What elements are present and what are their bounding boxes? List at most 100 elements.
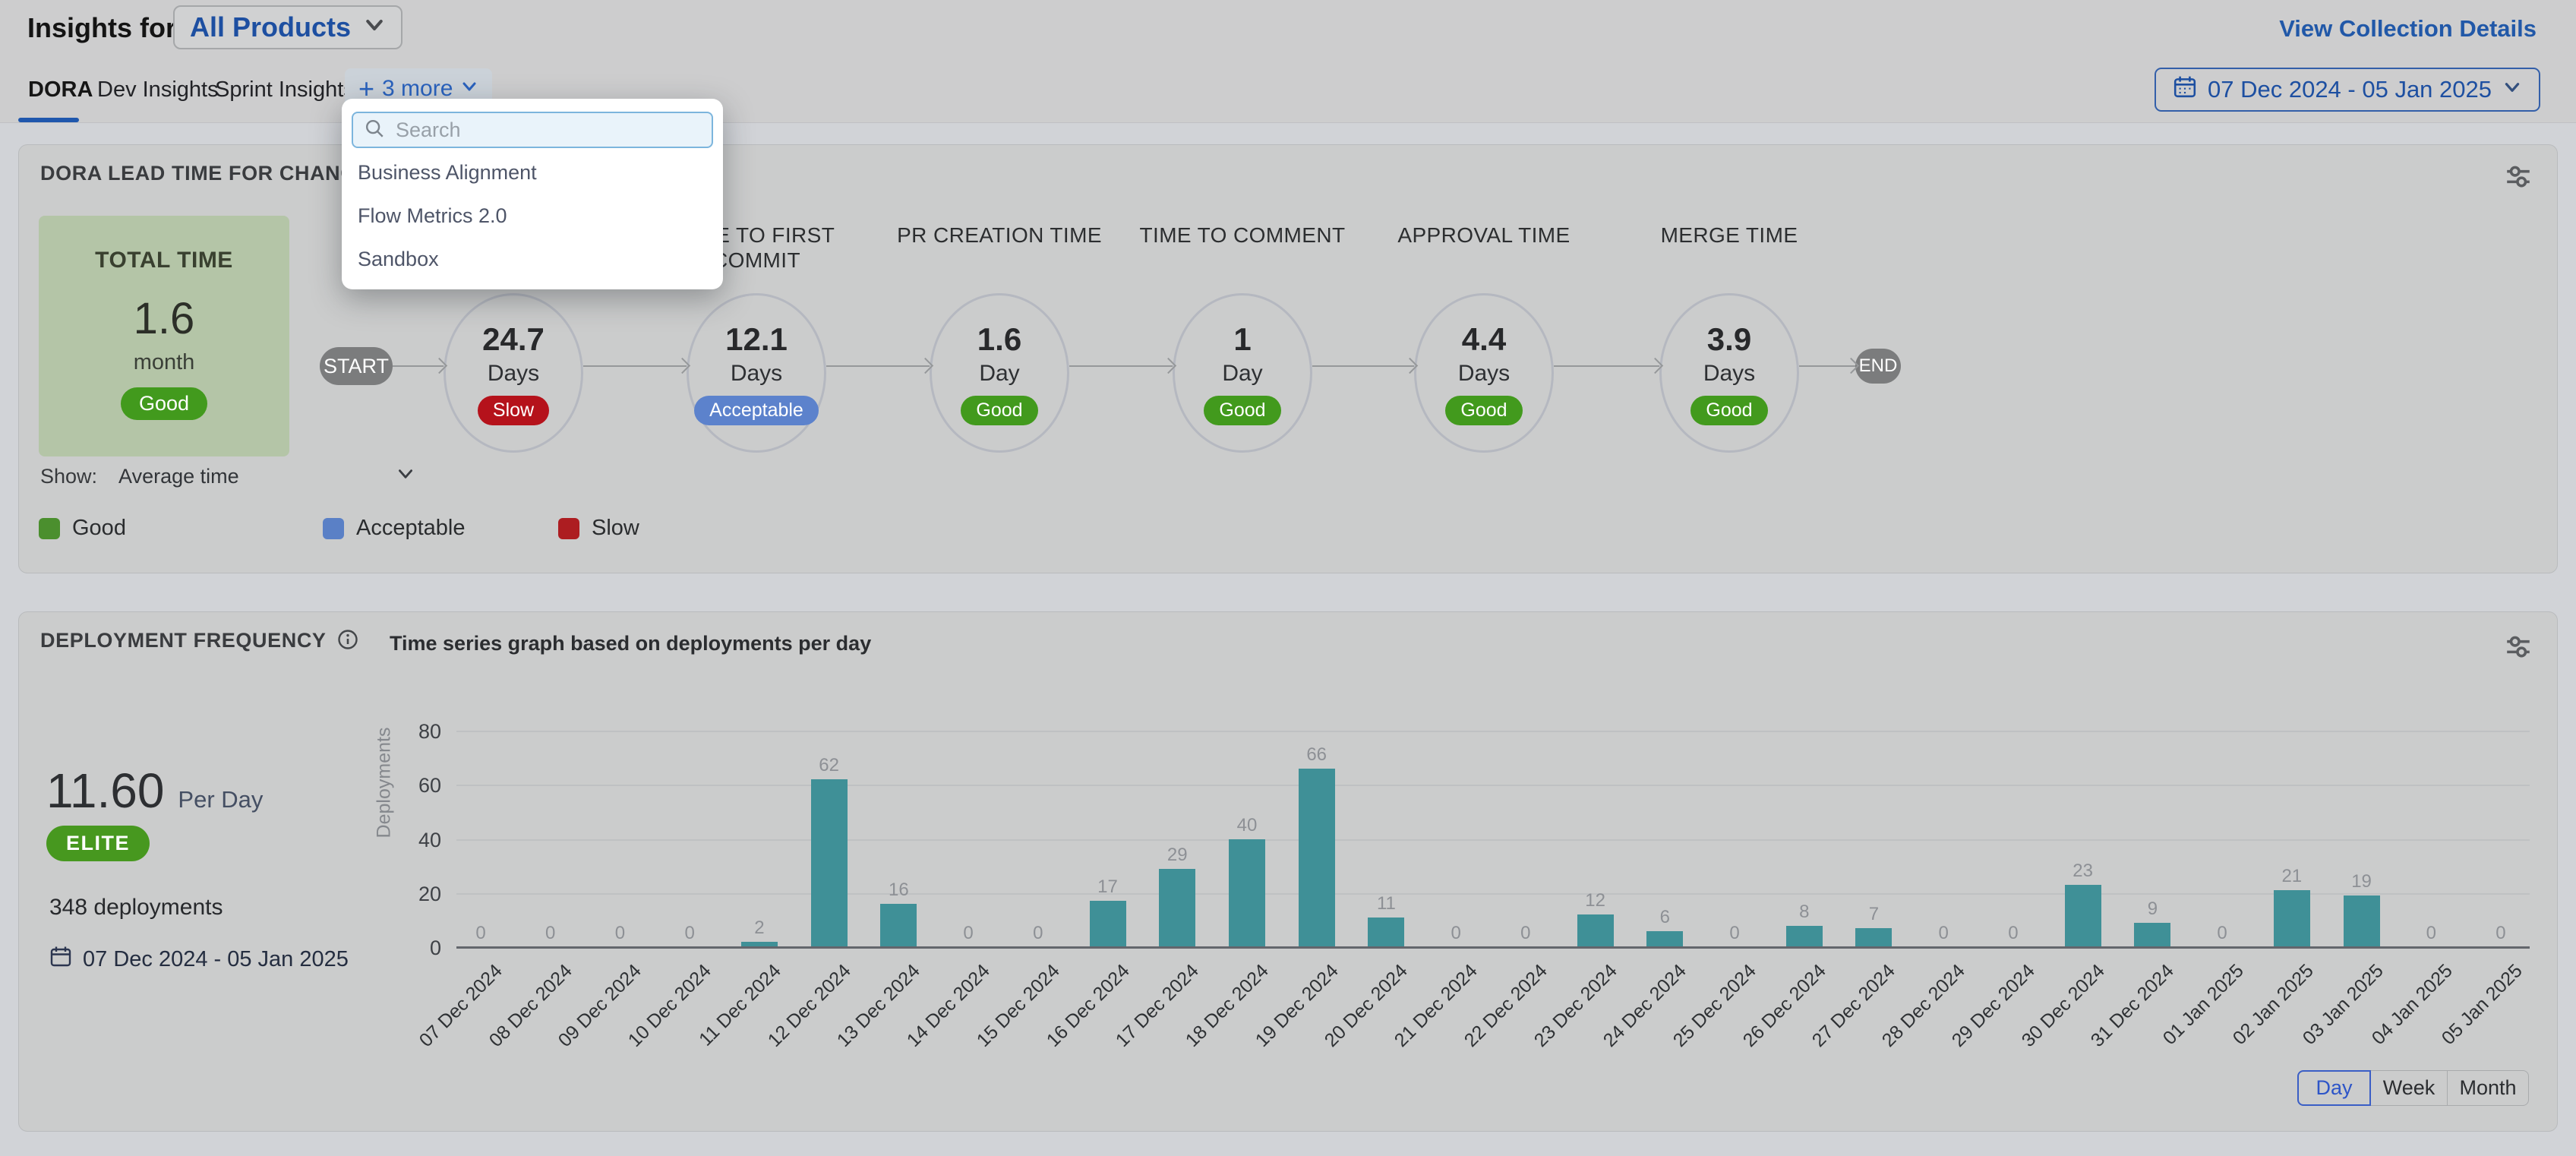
y-tick-label: 20 bbox=[418, 882, 441, 905]
chevron-down-icon bbox=[460, 76, 478, 102]
flow-arrow bbox=[393, 365, 444, 367]
y-tick-label: 0 bbox=[429, 936, 441, 959]
granularity-day[interactable]: Day bbox=[2297, 1070, 2371, 1106]
x-tick-label: 01 Jan 2025 bbox=[2158, 960, 2248, 1050]
view-collection-details-link[interactable]: View Collection Details bbox=[2279, 15, 2537, 42]
x-tick-label: 19 Dec 2024 bbox=[1251, 960, 1343, 1052]
total-time-value: 1.6 bbox=[133, 294, 195, 343]
total-time-label: TOTAL TIME bbox=[95, 248, 233, 273]
widget-settings-icon[interactable] bbox=[2504, 632, 2533, 661]
x-tick-label: 22 Dec 2024 bbox=[1460, 960, 1552, 1052]
legend-swatch bbox=[323, 517, 344, 539]
granularity-month[interactable]: Month bbox=[2447, 1070, 2529, 1106]
x-tick-label: 18 Dec 2024 bbox=[1181, 960, 1273, 1052]
widget-settings-icon[interactable] bbox=[2504, 162, 2533, 191]
x-tick-label: 23 Dec 2024 bbox=[1530, 960, 1621, 1052]
bar-value-label: 9 bbox=[2147, 898, 2158, 919]
x-axis-line bbox=[456, 946, 2530, 949]
granularity-week[interactable]: Week bbox=[2370, 1070, 2448, 1106]
stage-label: PR CREATION TIME bbox=[897, 223, 1102, 247]
tab-dora[interactable]: DORA bbox=[28, 77, 93, 102]
rate-unit: Per Day bbox=[178, 786, 264, 813]
show-label: Show: bbox=[40, 465, 98, 488]
bar-value-label: 0 bbox=[614, 923, 626, 943]
stage-status-badge: Slow bbox=[477, 395, 550, 425]
x-tick-label: 30 Dec 2024 bbox=[2017, 960, 2109, 1052]
dropdown-search[interactable] bbox=[352, 112, 713, 148]
dropdown-item[interactable]: Sandbox bbox=[358, 248, 439, 270]
chart-bar bbox=[2134, 922, 2171, 947]
x-tick-label: 25 Dec 2024 bbox=[1668, 960, 1760, 1052]
gridline bbox=[456, 839, 2530, 841]
flow-arrow bbox=[1069, 365, 1173, 367]
x-tick-label: 15 Dec 2024 bbox=[972, 960, 1064, 1052]
bar-value-label: 0 bbox=[545, 923, 556, 943]
show-selector[interactable]: Show: Average time bbox=[40, 464, 415, 489]
search-icon bbox=[364, 118, 385, 143]
x-tick-label: 13 Dec 2024 bbox=[833, 960, 925, 1052]
card-date-range: 07 Dec 2024 - 05 Jan 2025 bbox=[49, 945, 349, 974]
gridline bbox=[456, 731, 2530, 732]
bar-value-label: 40 bbox=[1236, 814, 1258, 835]
total-time-unit: month bbox=[133, 350, 195, 374]
bar-value-label: 0 bbox=[2496, 923, 2506, 943]
more-dropdown-list: Business Alignment Flow Metrics 2.0 Sandbo… bbox=[352, 151, 713, 281]
stage-circle: 24.7 Days Slow bbox=[444, 293, 583, 453]
page-title: Insights for bbox=[27, 12, 176, 43]
stage-label: MERGE TIME bbox=[1660, 223, 1798, 247]
stage-unit: Days bbox=[1457, 360, 1511, 386]
chart-bar bbox=[880, 904, 917, 947]
x-tick-label: 21 Dec 2024 bbox=[1390, 960, 1482, 1052]
bar-value-label: 2 bbox=[754, 917, 765, 938]
bar-value-label: 29 bbox=[1166, 844, 1188, 865]
date-range-picker[interactable]: 07 Dec 2024 - 05 Jan 2025 bbox=[2155, 68, 2540, 112]
granularity-toggle: Day Week Month bbox=[2297, 1070, 2529, 1106]
x-tick-label: 03 Jan 2025 bbox=[2298, 960, 2388, 1050]
bar-value-label: 0 bbox=[2008, 923, 2019, 943]
x-tick-label: 28 Dec 2024 bbox=[1877, 960, 1970, 1052]
tab-dev-insights[interactable]: Dev Insights bbox=[97, 77, 219, 102]
stage-unit: Days bbox=[730, 360, 783, 386]
x-tick-label: 09 Dec 2024 bbox=[554, 960, 646, 1052]
info-icon[interactable] bbox=[337, 629, 358, 655]
bar-value-label: 21 bbox=[2281, 866, 2303, 887]
collection-selector-button[interactable]: All Products bbox=[173, 5, 403, 49]
x-tick-label: 10 Dec 2024 bbox=[623, 960, 715, 1052]
tab-sprint-insights[interactable]: Sprint Insights bbox=[215, 77, 355, 102]
chart-bar bbox=[1089, 901, 1126, 947]
more-tabs-dropdown: Business Alignment Flow Metrics 2.0 Sandbo… bbox=[342, 99, 723, 289]
legend-label: Slow bbox=[592, 516, 639, 540]
page-header: Insights for All Products View Collectio… bbox=[0, 0, 2576, 59]
legend-swatch bbox=[39, 517, 60, 539]
stage-circle: 12.1 Days Acceptable bbox=[687, 293, 826, 453]
x-tick-label: 12 Dec 2024 bbox=[763, 960, 855, 1052]
bar-value-label: 66 bbox=[1306, 744, 1327, 765]
more-tabs-label: 3 more bbox=[382, 75, 453, 101]
flow-arrow bbox=[826, 365, 930, 367]
dropdown-item[interactable]: Business Alignment bbox=[358, 161, 537, 184]
bar-value-label: 0 bbox=[1729, 923, 1740, 943]
stage-unit: Day bbox=[1222, 360, 1263, 386]
bar-value-label: 16 bbox=[888, 880, 909, 900]
stage-status-badge: Good bbox=[1204, 395, 1281, 425]
legend-item: Acceptable bbox=[323, 516, 466, 541]
search-input[interactable] bbox=[394, 117, 701, 143]
bar-value-label: 11 bbox=[1376, 892, 1396, 914]
stage-unit: Days bbox=[1703, 360, 1756, 386]
x-tick-label: 14 Dec 2024 bbox=[902, 960, 994, 1052]
chart-bar bbox=[740, 941, 778, 947]
plus-icon: + bbox=[358, 72, 375, 104]
flow-arrow bbox=[1554, 365, 1659, 367]
bar-value-label: 0 bbox=[1033, 923, 1043, 943]
flow-arrow bbox=[1312, 365, 1414, 367]
total-time-box: TOTAL TIME 1.6 month Good bbox=[39, 216, 289, 456]
dropdown-item[interactable]: Flow Metrics 2.0 bbox=[358, 204, 507, 227]
stage-value: 24.7 bbox=[482, 321, 545, 357]
deployment-card-title: DEPLOYMENT FREQUENCY bbox=[40, 629, 358, 655]
x-tick-label: 20 Dec 2024 bbox=[1321, 960, 1413, 1052]
chevron-down-icon bbox=[396, 464, 415, 489]
legend-swatch bbox=[558, 517, 579, 539]
bar-value-label: 17 bbox=[1097, 876, 1118, 898]
total-deployments: 348 deployments bbox=[49, 895, 223, 920]
gridline bbox=[456, 785, 2530, 787]
